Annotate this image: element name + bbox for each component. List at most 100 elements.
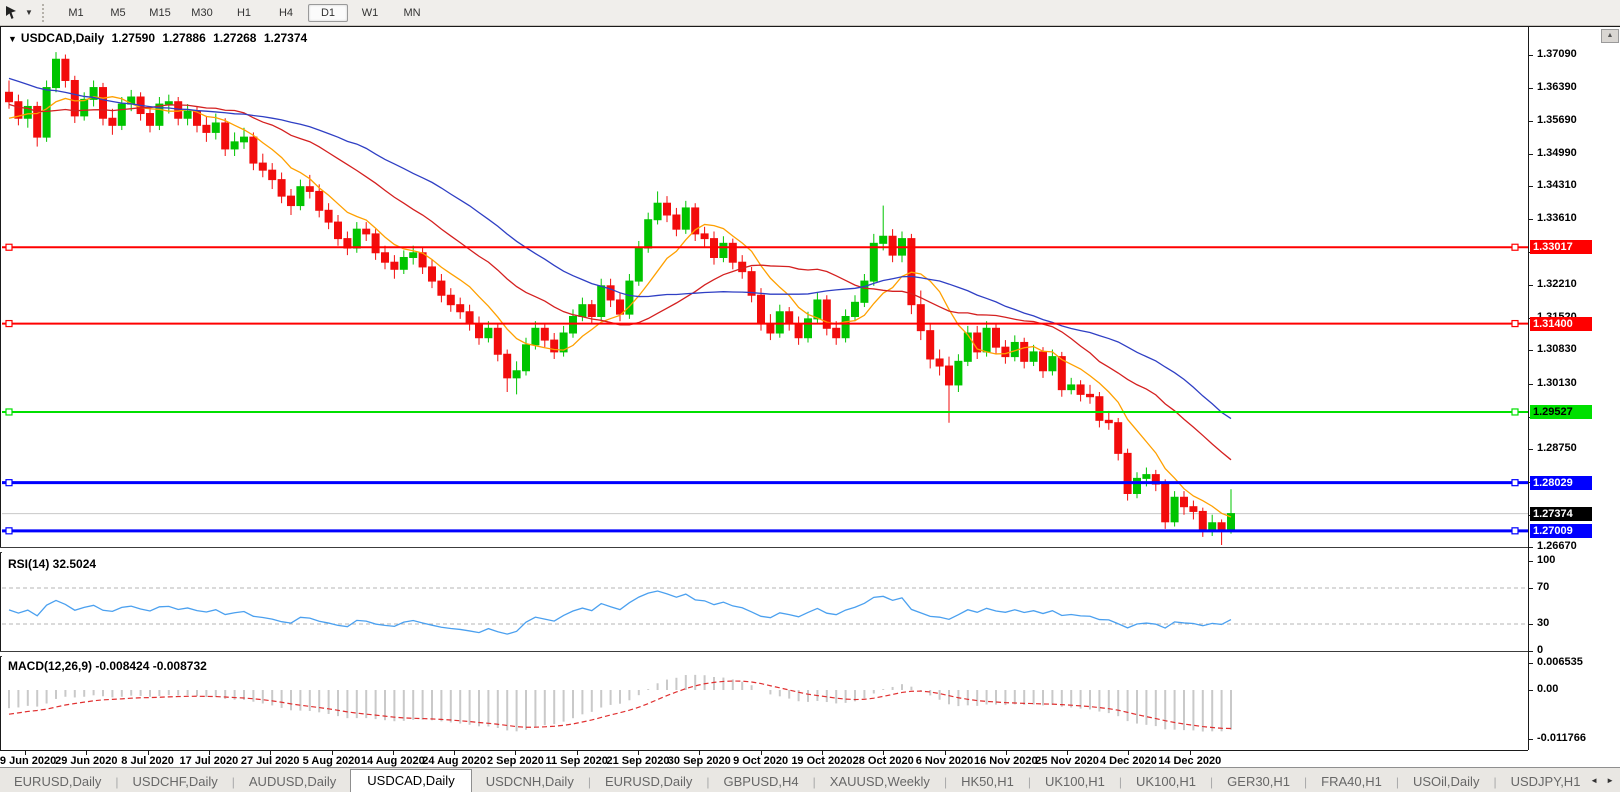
price-tick-label: 1.28750 — [1537, 441, 1577, 454]
candle-body — [1170, 496, 1179, 523]
candle-body — [80, 98, 89, 117]
tab-scroll-left-icon[interactable]: ◄ — [1590, 776, 1599, 785]
cursor-tool-dropdown-icon[interactable]: ▼ — [25, 8, 33, 17]
chart-symbol-label: USDCAD,Daily — [20, 31, 105, 45]
candle-body — [916, 304, 925, 332]
timeframe-button-d1[interactable]: D1 — [308, 3, 348, 22]
chart-tab-eurusd-daily[interactable]: EURUSD,Daily — [14, 774, 102, 789]
chart-open-value: 1.27590 — [111, 31, 156, 45]
timeframe-button-mn[interactable]: MN — [403, 6, 421, 19]
candle-body — [653, 202, 662, 221]
chart-tab-usdchf-daily[interactable]: USDCHF,Daily — [132, 774, 218, 789]
date-tick-mark — [515, 751, 517, 755]
candle-body — [99, 87, 107, 119]
chart-corner-marker-icon[interactable]: ▲ — [1601, 29, 1619, 43]
candle-body — [531, 327, 540, 346]
timeframe-button-m15[interactable]: M15 — [149, 6, 171, 19]
hline-anchor — [5, 319, 13, 328]
macd-tick-mark — [1528, 690, 1533, 691]
moving-average-ma-fast — [8, 96, 1232, 518]
candle-body — [540, 327, 549, 341]
candle-body — [52, 58, 60, 89]
tab-separator: | — [1027, 775, 1031, 789]
chart-tab-usoil-daily[interactable]: USOil,Daily — [1412, 774, 1480, 789]
price-pane[interactable] — [2, 27, 1528, 546]
hline-anchor — [1511, 479, 1519, 487]
price-tick-mark — [1528, 186, 1533, 188]
price-scale-divider — [1528, 27, 1529, 750]
candle-body — [616, 299, 624, 315]
chart-tab-eurusd-daily[interactable]: EURUSD,Daily — [604, 774, 693, 789]
chart-close-value: 1.27374 — [263, 31, 308, 45]
candle-body — [766, 323, 775, 334]
candle-body — [230, 141, 239, 150]
price-tick-label: 1.30130 — [1537, 376, 1577, 389]
timeframe-button-h1[interactable]: H1 — [236, 6, 252, 19]
candle-body — [719, 242, 728, 258]
candle-body — [14, 101, 23, 119]
date-tick-mark — [760, 751, 762, 755]
chart-tab-xauusd-weekly[interactable]: XAUUSD,Weekly — [829, 774, 930, 789]
timeframe-button-m30[interactable]: M30 — [191, 6, 213, 19]
tab-separator: | — [1493, 775, 1497, 789]
chart-tab-uk100-h1[interactable]: UK100,H1 — [1044, 774, 1105, 789]
candle-body — [822, 299, 831, 329]
candle-body — [945, 365, 953, 386]
toolbar-grip — [42, 3, 49, 22]
price-scale[interactable] — [1529, 27, 1620, 767]
rsi-tick-label: 70 — [1537, 581, 1550, 593]
chart-tab-gbpusd-h4[interactable]: GBPUSD,H4 — [723, 774, 799, 789]
candle-body — [155, 103, 164, 126]
candle-body — [117, 103, 126, 126]
date-tick-mark — [1067, 751, 1069, 755]
candle-body — [954, 360, 963, 386]
price-tick-mark — [1528, 219, 1533, 221]
candle-body — [606, 285, 615, 301]
date-axis[interactable]: 19 Jun 2020 29 Jun 2020 8 Jul 2020 17 Jul 2… — [0, 750, 1528, 768]
chart-tab-usdcad-daily[interactable]: USDCAD,Daily — [350, 769, 472, 792]
price-tick-mark — [1528, 285, 1533, 287]
date-tick-mark — [821, 751, 823, 755]
chart-tab-usdcnh-daily[interactable]: USDCNH,Daily — [485, 774, 574, 789]
date-tick-label: 30 Sep 2020 — [667, 755, 731, 767]
tab-separator: | — [1304, 775, 1308, 789]
rsi-pane[interactable] — [2, 552, 1528, 651]
candle-body — [879, 235, 888, 244]
candle-body — [484, 327, 493, 339]
chart-tab-audusd-daily[interactable]: AUDUSD,Daily — [248, 774, 337, 789]
hline-anchor — [5, 243, 13, 251]
chart-title-dropdown-icon[interactable]: ▼ — [8, 34, 17, 44]
candle-body — [559, 332, 568, 353]
timeframe-button-m1[interactable]: M1 — [68, 6, 84, 19]
candle-body — [578, 304, 587, 317]
hline-anchor — [1511, 527, 1519, 535]
candle-body — [597, 285, 606, 317]
date-tick-mark — [147, 751, 149, 755]
price-tick-mark — [1528, 448, 1533, 450]
price-tick-mark — [1528, 350, 1533, 352]
hline-anchor — [1511, 319, 1519, 328]
timeframe-button-m5[interactable]: M5 — [110, 6, 126, 19]
timeframe-button-w1[interactable]: W1 — [361, 6, 379, 19]
hline-anchor — [5, 479, 13, 487]
candle-body — [973, 332, 982, 353]
tab-scroll-right-icon[interactable]: ► — [1606, 776, 1614, 785]
timeframe-button-h4[interactable]: H4 — [278, 6, 294, 19]
chart-tab-ger30-h1[interactable]: GER30,H1 — [1227, 774, 1291, 789]
candle-body — [324, 209, 333, 223]
chart-tab-usdjpy-h1[interactable]: USDJPY,H1 — [1510, 774, 1581, 789]
macd-pane[interactable] — [2, 655, 1528, 750]
chart-tab-hk50-h1[interactable]: HK50,H1 — [961, 774, 1014, 789]
candle-body — [362, 228, 371, 235]
chart-tab-fra40-h1[interactable]: FRA40,H1 — [1321, 774, 1382, 789]
candle-body — [287, 195, 295, 207]
cursor-tool-icon[interactable] — [0, 3, 22, 23]
rsi-indicator-label: RSI(14) 32.5024 — [8, 557, 97, 571]
candle-body — [1039, 351, 1047, 372]
candle-body — [1067, 384, 1076, 391]
price-tick-mark — [1528, 383, 1533, 385]
tab-separator: | — [587, 775, 591, 789]
rsi-tick-mark — [1528, 624, 1533, 625]
chart-tab-bar: EURUSD,Daily | USDCHF,Daily | AUDUSD,Daily US… — [0, 767, 1620, 792]
chart-tab-uk100-h1[interactable]: UK100,H1 — [1136, 774, 1197, 789]
